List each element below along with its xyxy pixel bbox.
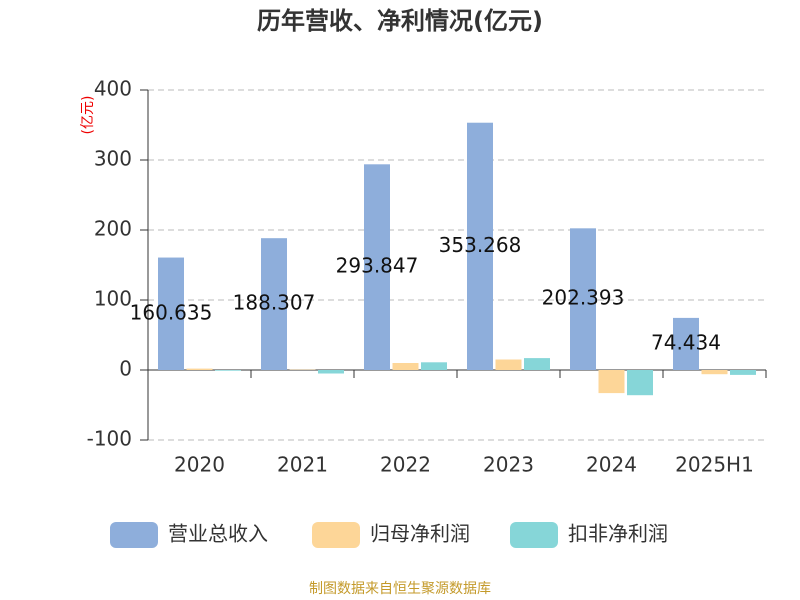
bar [524,358,550,370]
y-tick-label: -100 [87,427,132,451]
legend-label: 营业总收入 [168,522,268,546]
data-label: 188.307 [233,291,316,315]
y-tick-label: 300 [94,147,132,171]
bar [421,362,447,370]
chart-title: 历年营收、净利情况(亿元) [257,7,543,35]
bar [261,238,287,370]
data-label: 293.847 [336,254,419,278]
legend-label: 归母净利润 [370,522,470,546]
y-tick-label: 100 [94,287,132,311]
y-tick-label: 400 [94,77,132,101]
bar [495,359,522,370]
bar [701,370,728,375]
y-axis-label: (亿元) [80,96,96,135]
legend-swatch [110,522,158,548]
x-tick-label: 2025H1 [675,453,754,477]
legend-swatch [312,522,360,548]
legend-label: 扣非净利润 [568,522,668,546]
data-label: 202.393 [542,286,625,310]
bar [598,370,625,394]
data-label: 74.434 [651,330,721,354]
x-tick-label: 2020 [174,453,225,477]
bar [215,370,241,371]
source-note: 制图数据来自恒生聚源数据库 [309,581,491,597]
data-label: 353.268 [439,233,522,257]
bar [730,370,756,375]
bar [392,363,419,370]
bar [318,370,344,374]
x-tick-label: 2024 [586,453,637,477]
bar [467,122,493,370]
bar [364,164,390,370]
bar [158,257,184,370]
bar [570,228,596,370]
x-tick-label: 2022 [380,453,431,477]
x-tick-label: 2023 [483,453,534,477]
legend-swatch [510,522,558,548]
bar [627,370,653,396]
bar [186,368,213,370]
bar [673,317,699,370]
x-tick-label: 2021 [277,453,328,477]
data-label: 160.635 [130,300,213,324]
y-tick-label: 0 [119,357,132,381]
y-tick-label: 200 [94,217,132,241]
